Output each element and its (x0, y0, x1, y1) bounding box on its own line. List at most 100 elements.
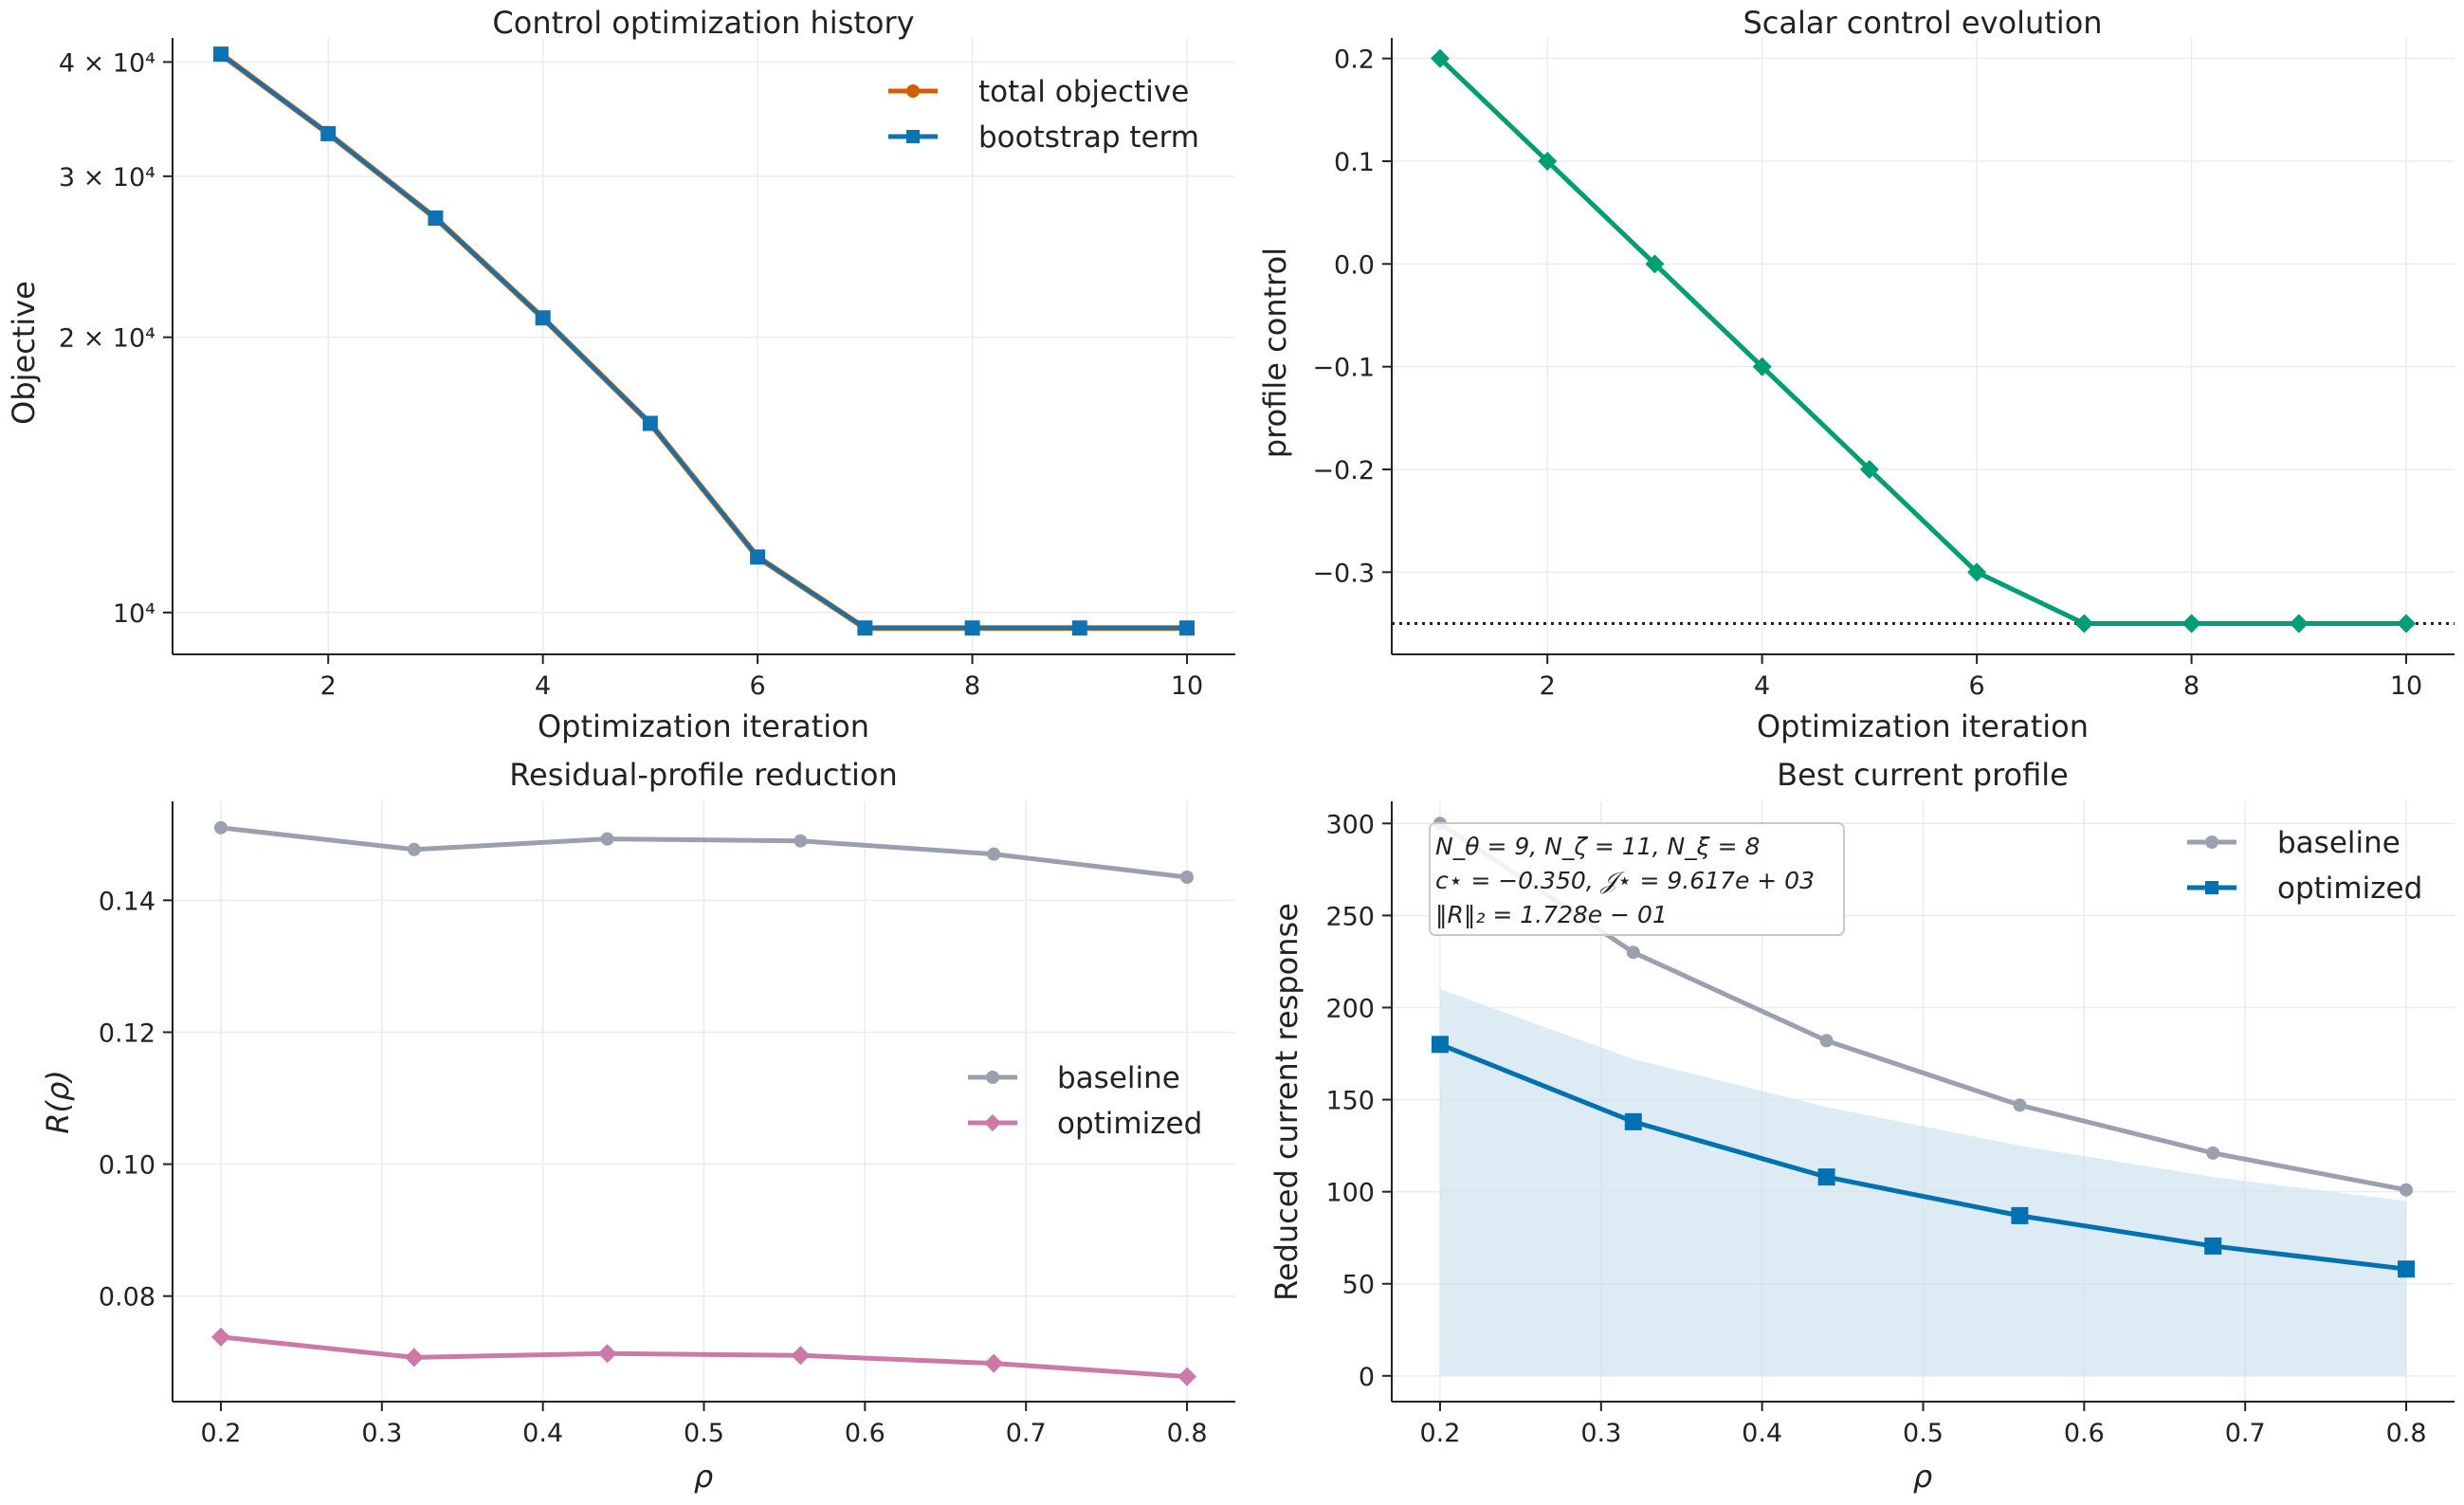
x-tick-label: 2 (320, 671, 337, 701)
legend: baseline optimized (2187, 826, 2422, 906)
annotation-line-1: N_θ = 9, N_ζ = 11, N_ξ = 8 (1435, 833, 1760, 860)
legend: total objective bootstrap term (888, 75, 1199, 155)
bootstrap-term-point (428, 210, 444, 226)
x-tick-label: 0.3 (361, 1419, 402, 1448)
baseline-line (220, 825, 1188, 880)
y-tick-label: 50 (1342, 1271, 1375, 1300)
grid (1392, 38, 2455, 654)
profile-control-point (2074, 614, 2094, 633)
profile-control-point (1967, 562, 1987, 582)
y-axis-label: Reduced current response (1269, 903, 1305, 1301)
baseline-point (794, 834, 808, 848)
y-tick-label: 2 × 10⁴ (59, 324, 155, 354)
optimized-point (791, 1346, 811, 1366)
profile-control-line (1438, 56, 2407, 626)
profile-control-point (1430, 48, 1450, 68)
profile-control-point (1752, 357, 1772, 376)
tick-layer: 0.2 0.3 0.4 0.5 0.6 0.7 0.8 0 50 100 150 200 250 300 (1325, 810, 2426, 1448)
baseline-point (1626, 945, 1640, 960)
legend-marker-optimized (984, 1114, 1001, 1131)
y-tick-label: 0.10 (99, 1151, 155, 1181)
x-axis-label: Optimization iteration (1757, 708, 2089, 744)
y-tick-label: 0.12 (99, 1019, 155, 1048)
chart-title: Scalar control evolution (1743, 5, 2102, 41)
legend: baseline optimized (968, 1061, 1202, 1141)
y-tick-label: −0.3 (1312, 559, 1375, 588)
x-tick-label: 6 (750, 671, 766, 701)
profile-control-point (2181, 614, 2201, 633)
baseline-point (407, 842, 421, 856)
x-tick-label: 0.4 (522, 1419, 563, 1448)
x-axis-label: Optimization iteration (538, 708, 869, 744)
legend-label-optimized: optimized (1057, 1107, 1202, 1141)
y-tick-label: 0.0 (1334, 250, 1375, 280)
x-tick-label: 0.2 (200, 1419, 241, 1448)
x-axis-label: ρ (1913, 1459, 1932, 1495)
x-tick-label: 10 (2390, 671, 2422, 701)
x-tick-label: 0.8 (1167, 1419, 1208, 1448)
legend-marker-baseline (986, 1071, 999, 1084)
x-tick-label: 0.6 (2064, 1419, 2105, 1448)
x-tick-label: 2 (1540, 671, 1556, 701)
profile-control-point (1859, 460, 1879, 479)
x-tick-label: 10 (1171, 671, 1203, 701)
bootstrap-term-point (1179, 620, 1195, 636)
y-tick-label: 250 (1325, 902, 1375, 931)
legend-label-baseline: baseline (1057, 1061, 1180, 1095)
baseline-point (2013, 1098, 2027, 1112)
bootstrap-term-point (1071, 620, 1087, 636)
baseline-point (1819, 1034, 1834, 1048)
panel-objective-history: 2 4 6 8 10 10⁴ 2 × 10⁴ 3 × 10⁴ 4 × 10⁴ Control o… (6, 5, 1235, 744)
optimized-point (1431, 1036, 1449, 1054)
baseline-point (1180, 870, 1195, 884)
x-tick-label: 0.5 (1903, 1419, 1944, 1448)
optimized-point (1177, 1367, 1197, 1386)
y-tick-label: 0 (1359, 1363, 1375, 1392)
x-tick-label: 8 (964, 671, 980, 701)
chart-title: Control optimization history (492, 5, 914, 41)
tick-layer: 2 4 6 8 10 −0.3 −0.2 −0.1 0.0 0.1 0.2 (1312, 46, 2422, 701)
bootstrap-term-point (535, 310, 551, 326)
bootstrap-term-point (857, 620, 873, 636)
y-tick-label: 300 (1325, 810, 1375, 839)
annotation-line-2: c⋆ = −0.350, 𝒥⋆ = 9.617e + 03 (1435, 867, 1815, 894)
grid (173, 801, 1235, 1402)
y-tick-label: 10⁴ (113, 599, 155, 629)
grid (173, 38, 1235, 654)
y-axis-label: profile control (1257, 248, 1293, 458)
y-axis-label: Objective (6, 281, 42, 425)
y-tick-label: −0.1 (1312, 354, 1375, 383)
legend-marker-bootstrap-term (906, 130, 920, 143)
x-tick-label: 4 (535, 671, 551, 701)
y-tick-label: 0.2 (1334, 46, 1375, 75)
baseline-point (987, 847, 1001, 861)
panel-scalar-control: 2 4 6 8 10 −0.3 −0.2 −0.1 0.0 0.1 0.2 Scalar contr… (1257, 5, 2455, 744)
legend-label-total-objective: total objective (978, 75, 1189, 109)
chart-title: Best current profile (1777, 757, 2069, 793)
series-layer (1392, 48, 2455, 633)
optimized-point (2204, 1237, 2222, 1255)
x-tick-label: 8 (2183, 671, 2199, 701)
optimized-line (220, 1334, 1188, 1380)
bootstrap-term-point (964, 620, 980, 636)
x-tick-label: 0.2 (1419, 1419, 1460, 1448)
y-tick-label: 0.14 (99, 887, 155, 916)
annotation-frame (1429, 822, 1845, 936)
x-tick-label: 0.8 (2386, 1419, 2427, 1448)
y-tick-label: 100 (1325, 1179, 1375, 1208)
optimized-point (1624, 1112, 1642, 1130)
tick-layer: 0.2 0.3 0.4 0.5 0.6 0.7 0.8 0.08 0.10 0.12 0.14 (99, 887, 1208, 1448)
legend-marker-optimized (2205, 881, 2218, 894)
x-tick-label: 4 (1754, 671, 1770, 701)
baseline-point (2206, 1146, 2220, 1160)
annotation-line-3: ‖R‖₂ = 1.728e − 01 (1435, 901, 1668, 928)
y-tick-label: 4 × 10⁴ (59, 48, 155, 78)
tick-layer: 2 4 6 8 10 10⁴ 2 × 10⁴ 3 × 10⁴ 4 × 10⁴ (59, 48, 1203, 701)
legend-label-baseline: baseline (2277, 826, 2400, 860)
bootstrap-term-point (750, 549, 766, 565)
y-tick-label: 150 (1325, 1087, 1375, 1116)
x-tick-label: 0.7 (1006, 1419, 1047, 1448)
bootstrap-term-point (642, 415, 658, 431)
optimized-point (210, 1327, 230, 1347)
